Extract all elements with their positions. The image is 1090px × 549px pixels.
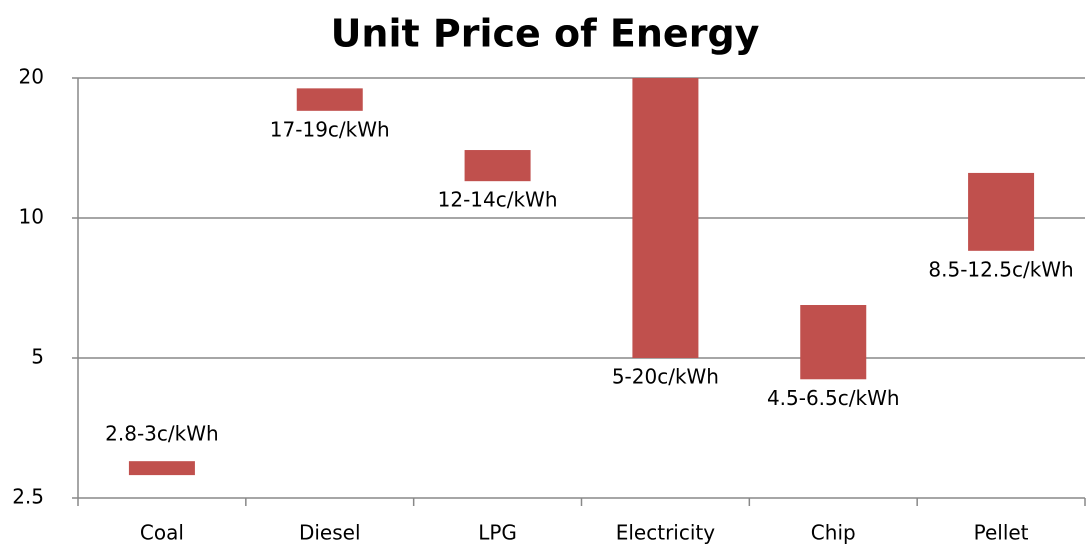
bar — [296, 88, 363, 111]
data-label: 8.5-12.5c/kWh — [928, 257, 1073, 281]
data-label: 17-19c/kWh — [270, 117, 390, 141]
y-tick-label: 2.5 — [12, 485, 44, 509]
data-label: 5-20c/kWh — [612, 365, 719, 389]
y-tick-label: 20 — [19, 65, 44, 89]
bar — [800, 305, 867, 380]
data-label: 4.5-6.5c/kWh — [767, 386, 900, 410]
x-tick-label: Coal — [140, 521, 184, 545]
y-tick-label: 10 — [19, 205, 44, 229]
x-tick-label: LPG — [478, 521, 517, 545]
x-tick-label: Chip — [811, 521, 856, 545]
bar — [632, 78, 699, 358]
bar — [128, 461, 195, 476]
bar — [464, 150, 531, 182]
y-tick-label: 5 — [31, 345, 44, 369]
bar — [968, 172, 1035, 251]
chart-title: Unit Price of Energy — [331, 12, 760, 56]
x-tick-label: Pellet — [974, 521, 1029, 545]
x-tick-label: Diesel — [299, 521, 361, 545]
data-label: 2.8-3c/kWh — [105, 422, 219, 446]
x-tick-label: Electricity — [616, 521, 716, 545]
data-label: 12-14c/kWh — [438, 188, 558, 212]
